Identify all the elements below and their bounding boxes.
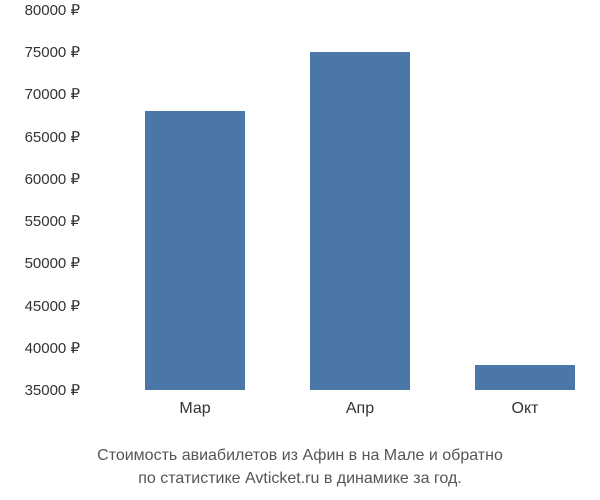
chart-caption: Стоимость авиабилетов из Афин в на Мале …	[0, 445, 600, 490]
y-tick-label: 55000 ₽	[25, 212, 80, 230]
y-tick-label: 75000 ₽	[25, 43, 80, 61]
y-tick-label: 80000 ₽	[25, 1, 80, 19]
y-tick-label: 65000 ₽	[25, 128, 80, 146]
x-tick-label: Мар	[179, 400, 210, 418]
caption-line2: по статистике Avticket.ru в динамике за …	[138, 470, 462, 487]
bar	[145, 111, 245, 390]
plot-area	[95, 10, 585, 390]
y-tick-label: 45000 ₽	[25, 297, 80, 315]
bar	[310, 52, 410, 390]
y-tick-label: 60000 ₽	[25, 170, 80, 188]
x-tick-label: Окт	[512, 400, 539, 418]
y-tick-label: 40000 ₽	[25, 339, 80, 357]
x-tick-label: Апр	[346, 400, 374, 418]
y-axis: 35000 ₽40000 ₽45000 ₽50000 ₽55000 ₽60000…	[0, 10, 90, 390]
y-tick-label: 70000 ₽	[25, 85, 80, 103]
chart-container: 35000 ₽ 40000 ₽ 45000 ₽ 50000 ₽ 55000 ₽ 60000…	[0, 0, 600, 430]
x-axis: Мар Апр Окт	[95, 395, 585, 425]
y-tick-label: 50000 ₽	[25, 254, 80, 272]
y-tick-label: 35000 ₽	[25, 381, 80, 399]
bar	[475, 365, 575, 390]
caption-line1: Стоимость авиабилетов из Афин в на Мале …	[97, 447, 503, 464]
